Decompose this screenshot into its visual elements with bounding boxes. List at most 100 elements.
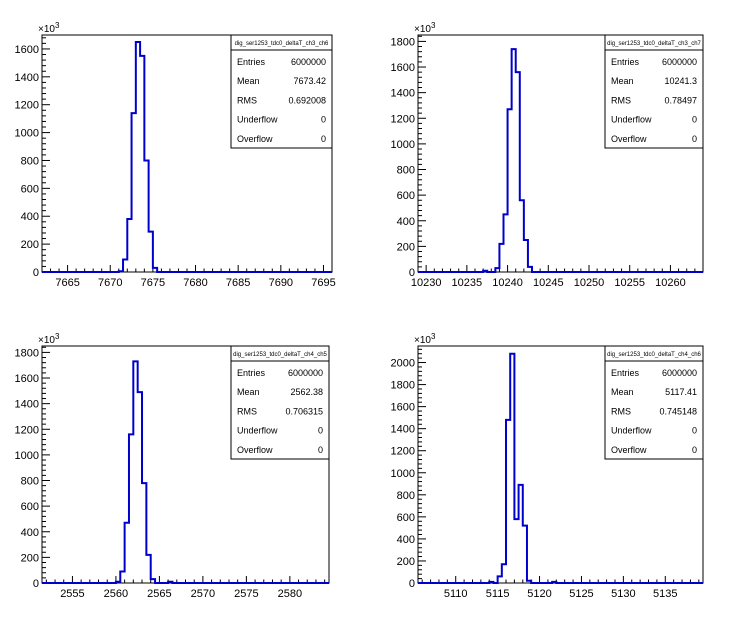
histogram-bin [506, 420, 510, 583]
histogram-bin [149, 232, 153, 272]
stats-value: 0 [692, 134, 697, 144]
histogram-bin [136, 42, 140, 272]
y-exponent-label: ×103 [414, 332, 436, 346]
y-exponent-label: ×103 [38, 21, 60, 35]
histogram-bin [133, 361, 137, 583]
x-tick-label: 7675 [141, 277, 165, 289]
x-tick-label: 2580 [278, 588, 302, 600]
histogram-bin [504, 214, 508, 272]
histogram-bin [120, 571, 124, 583]
x-tick-label: 5130 [611, 588, 635, 600]
x-tick-label: 2560 [104, 588, 128, 600]
x-tick-label: 7670 [98, 277, 122, 289]
histogram-bin [498, 576, 502, 583]
x-tick-label: 7680 [183, 277, 207, 289]
stats-value: 7673.42 [293, 76, 326, 86]
histogram-panel-4: 5110 5115 5120 5125 5130 5135 0 200 400 600 800 100… [391, 332, 704, 600]
histogram-bin [146, 555, 150, 583]
histogram-bin [552, 582, 556, 583]
stats-box: dig_ser1253_tdc0_deltaT_ch4_ch5 Entries 60… [230, 345, 330, 460]
y-tick-label: 400 [21, 527, 39, 539]
y-tick-label: 1000 [391, 468, 415, 480]
histogram-series [42, 40, 332, 273]
histogram-bin [142, 483, 146, 583]
y-tick-label: 600 [21, 501, 39, 513]
histogram-series [418, 48, 703, 273]
stats-label: RMS [237, 406, 257, 416]
y-tick-label: 600 [21, 183, 39, 195]
y-tick-label: 1200 [15, 424, 39, 436]
histogram-bin [495, 268, 499, 272]
stats-value: 0 [318, 445, 323, 455]
histogram-bin [523, 526, 527, 583]
y-tick-label: 1800 [15, 347, 39, 359]
x-tick-label: 5115 [486, 588, 510, 600]
histogram-bin [127, 219, 131, 272]
stats-label: Overflow [237, 134, 273, 144]
stats-value: 0.78497 [664, 95, 697, 105]
x-tick-label: 10240 [492, 277, 523, 289]
stats-label: Underflow [611, 115, 652, 125]
y-tick-label: 2000 [391, 358, 415, 370]
stats-value: 6000000 [662, 57, 697, 67]
stats-histogram-name: dig_ser1253_tdc0_deltaT_ch3_ch7 [607, 41, 701, 47]
histogram-bin [512, 49, 516, 272]
y-tick-label: 1800 [391, 36, 415, 48]
histogram-bin [129, 434, 133, 583]
stats-label: Underflow [611, 426, 652, 436]
histogram-bin [483, 271, 487, 272]
histogram-bin [527, 581, 531, 583]
histogram-bin [153, 268, 157, 272]
stats-box-frame [604, 345, 704, 460]
stats-label: Entries [611, 57, 640, 67]
histogram-bin [520, 200, 524, 272]
y-tick-label: 1000 [15, 128, 39, 140]
stats-label: Entries [237, 57, 266, 67]
histogram-bin [516, 72, 520, 272]
y-tick-label: 0 [409, 578, 415, 590]
x-tick-label: 7685 [226, 277, 250, 289]
stats-value: 0.745148 [659, 406, 697, 416]
stats-value: 0 [321, 134, 326, 144]
y-tick-label: 1000 [391, 139, 415, 151]
y-tick-label: 1200 [391, 113, 415, 125]
histogram-bin [123, 259, 127, 272]
histogram-bin [132, 113, 136, 272]
histogram-bin [116, 582, 120, 583]
stats-box-frame [230, 345, 330, 460]
stats-value: 0 [321, 115, 326, 125]
stats-label: RMS [611, 406, 631, 416]
y-tick-label: 1200 [391, 446, 415, 458]
y-tick-label: 1600 [391, 62, 415, 74]
y-tick-label: 400 [397, 534, 415, 546]
stats-box-frame [230, 34, 333, 149]
x-tick-label: 7695 [311, 277, 335, 289]
histogram-series [418, 352, 703, 584]
stats-value: 0.706315 [285, 406, 323, 416]
stats-histogram-name: dig_ser1253_tdc0_deltaT_ch4_ch5 [233, 352, 327, 358]
histogram-panel-1: 7665 7670 7675 7680 7685 7690 7695 0 200 400 600 80… [15, 21, 336, 289]
y-tick-label: 800 [397, 490, 415, 502]
x-tick-label: 2565 [147, 588, 171, 600]
x-tick-label: 10250 [574, 277, 605, 289]
y-tick-label: 200 [21, 552, 39, 564]
stats-box-frame [604, 34, 704, 149]
stats-value: 6000000 [288, 368, 323, 378]
y-tick-label: 1400 [15, 399, 39, 411]
y-tick-label: 400 [397, 216, 415, 228]
x-tick-label: 7665 [55, 277, 79, 289]
stats-label: Overflow [611, 445, 647, 455]
y-tick-label: 800 [21, 155, 39, 167]
stats-label: Mean [611, 76, 634, 86]
stats-value: 5117.41 [665, 387, 697, 397]
y-tick-label: 0 [33, 578, 39, 590]
y-tick-label: 200 [21, 239, 39, 251]
y-tick-label: 0 [33, 267, 39, 279]
y-tick-label: 200 [397, 556, 415, 568]
stats-box: dig_ser1253_tdc0_deltaT_ch3_ch7 Entries 60… [604, 34, 704, 149]
stats-label: Underflow [237, 115, 278, 125]
stats-box: dig_ser1253_tdc0_deltaT_ch4_ch6 Entries 60… [604, 345, 704, 460]
stats-label: RMS [611, 95, 631, 105]
stats-histogram-name: dig_ser1253_tdc0_deltaT_ch3_ch6 [235, 41, 329, 47]
